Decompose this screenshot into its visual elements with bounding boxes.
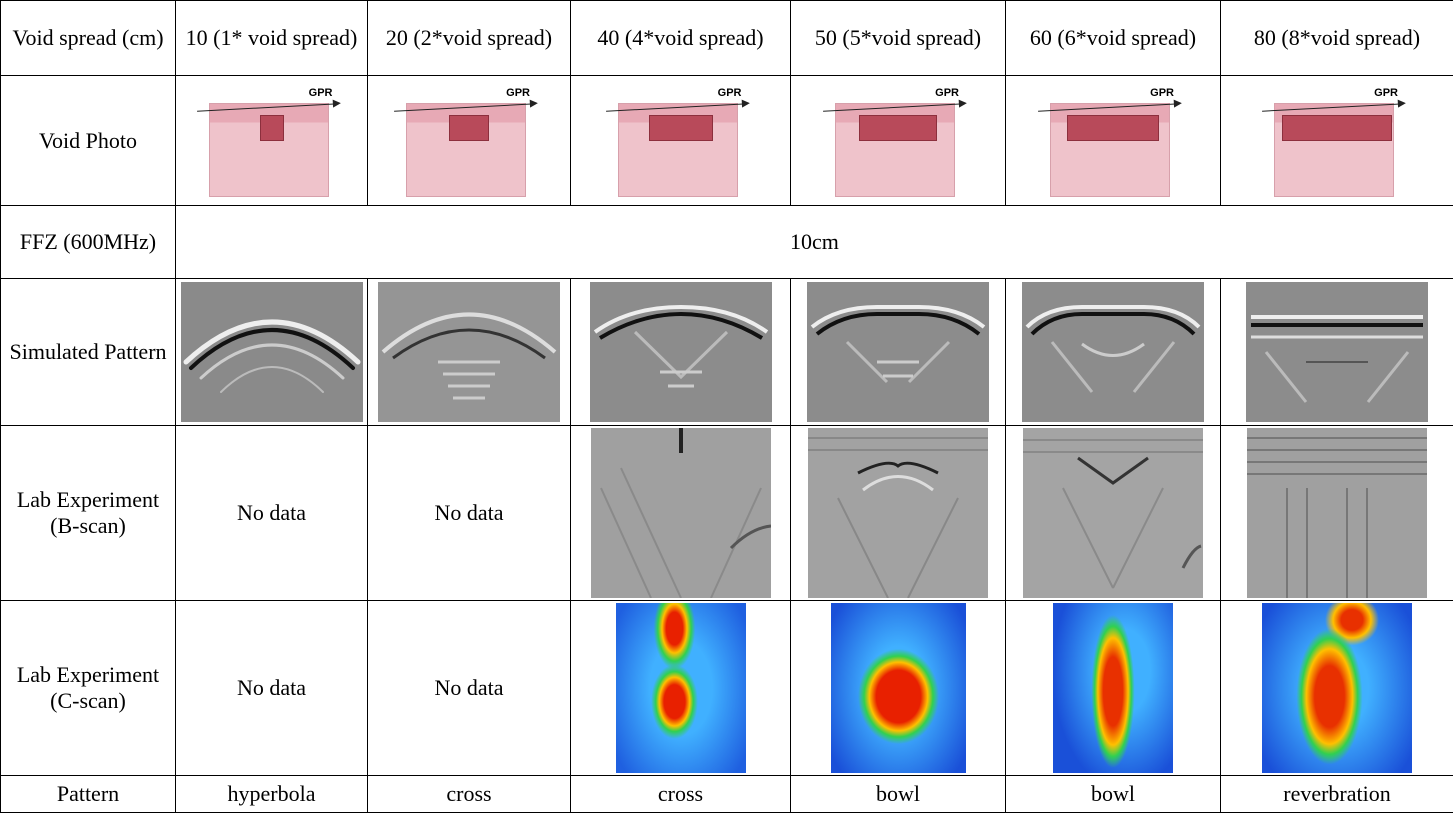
cell: 80 (8*void spread) [1221, 1, 1453, 76]
cell: 40 (4*void spread) [571, 1, 791, 76]
cell: No data [368, 426, 571, 601]
simulated-image [181, 282, 363, 422]
cell: Void spread (cm) [1, 1, 176, 76]
simulated-image [1022, 282, 1204, 422]
pattern-row: Pattern hyperbola cross cross bowl bowl … [1, 776, 1453, 813]
photo-label: GPR [1374, 87, 1398, 99]
bscan-row: Lab Experiment (B-scan) No data No data [1, 426, 1453, 601]
photo-row: Void Photo GPR GPR GPR GPR GPR GPR [1, 76, 1453, 206]
cell [368, 279, 571, 426]
bscan-image [591, 428, 771, 598]
cell: GPR [1221, 76, 1453, 206]
cscan-image [1262, 603, 1412, 773]
cell: 60 (6*void spread) [1006, 1, 1221, 76]
photo-label: GPR [1150, 87, 1174, 99]
cell: Pattern [1, 776, 176, 813]
header-row: Void spread (cm) 10 (1* void spread) 20 … [1, 1, 1453, 76]
page: Void spread (cm) 10 (1* void spread) 20 … [0, 0, 1453, 812]
void-photo: GPR [1038, 83, 1188, 198]
void-photo: GPR [1262, 83, 1412, 198]
cell [791, 279, 1006, 426]
cell [1221, 601, 1453, 776]
cell [791, 426, 1006, 601]
results-table: Void spread (cm) 10 (1* void spread) 20 … [0, 0, 1453, 813]
simulated-row: Simulated Pattern [1, 279, 1453, 426]
cell: Simulated Pattern [1, 279, 176, 426]
cell: GPR [571, 76, 791, 206]
cell: Lab Experiment (B-scan) [1, 426, 176, 601]
cell [571, 279, 791, 426]
void-photo: GPR [394, 83, 544, 198]
cscan-image [831, 603, 966, 773]
cscan-image [616, 603, 746, 773]
cell: GPR [368, 76, 571, 206]
cell: GPR [791, 76, 1006, 206]
cell [571, 601, 791, 776]
cell: bowl [1006, 776, 1221, 813]
cell: reverbration [1221, 776, 1453, 813]
cell [176, 279, 368, 426]
photo-label: GPR [506, 87, 530, 99]
void-photo: GPR [823, 83, 973, 198]
bscan-image [808, 428, 988, 598]
cell [1221, 279, 1453, 426]
cell [791, 601, 1006, 776]
simulated-image [378, 282, 560, 422]
simulated-image [590, 282, 772, 422]
cell [1006, 601, 1221, 776]
bscan-image [1023, 428, 1203, 598]
photo-label: GPR [935, 87, 959, 99]
cell: 50 (5*void spread) [791, 1, 1006, 76]
bscan-image [1247, 428, 1427, 598]
cell: GPR [1006, 76, 1221, 206]
cell: FFZ (600MHz) [1, 206, 176, 279]
cscan-image [1053, 603, 1173, 773]
simulated-image [1246, 282, 1428, 422]
cell: No data [176, 426, 368, 601]
photo-label: GPR [718, 87, 742, 99]
cell: No data [368, 601, 571, 776]
cell [1221, 426, 1453, 601]
cell: GPR [176, 76, 368, 206]
cell: hyperbola [176, 776, 368, 813]
cell: 10 (1* void spread) [176, 1, 368, 76]
void-photo: GPR [606, 83, 756, 198]
cell: 20 (2*void spread) [368, 1, 571, 76]
cell [571, 426, 791, 601]
cell: bowl [791, 776, 1006, 813]
cell: No data [176, 601, 368, 776]
photo-label: GPR [309, 87, 333, 99]
void-photo: GPR [197, 83, 347, 198]
cell: Lab Experiment (C-scan) [1, 601, 176, 776]
cell: 10cm [176, 206, 1453, 279]
cell: cross [571, 776, 791, 813]
cell: Void Photo [1, 76, 176, 206]
simulated-image [807, 282, 989, 422]
ffz-row: FFZ (600MHz) 10cm [1, 206, 1453, 279]
cell [1006, 279, 1221, 426]
cell [1006, 426, 1221, 601]
cscan-row: Lab Experiment (C-scan) No data No data [1, 601, 1453, 776]
cell: cross [368, 776, 571, 813]
